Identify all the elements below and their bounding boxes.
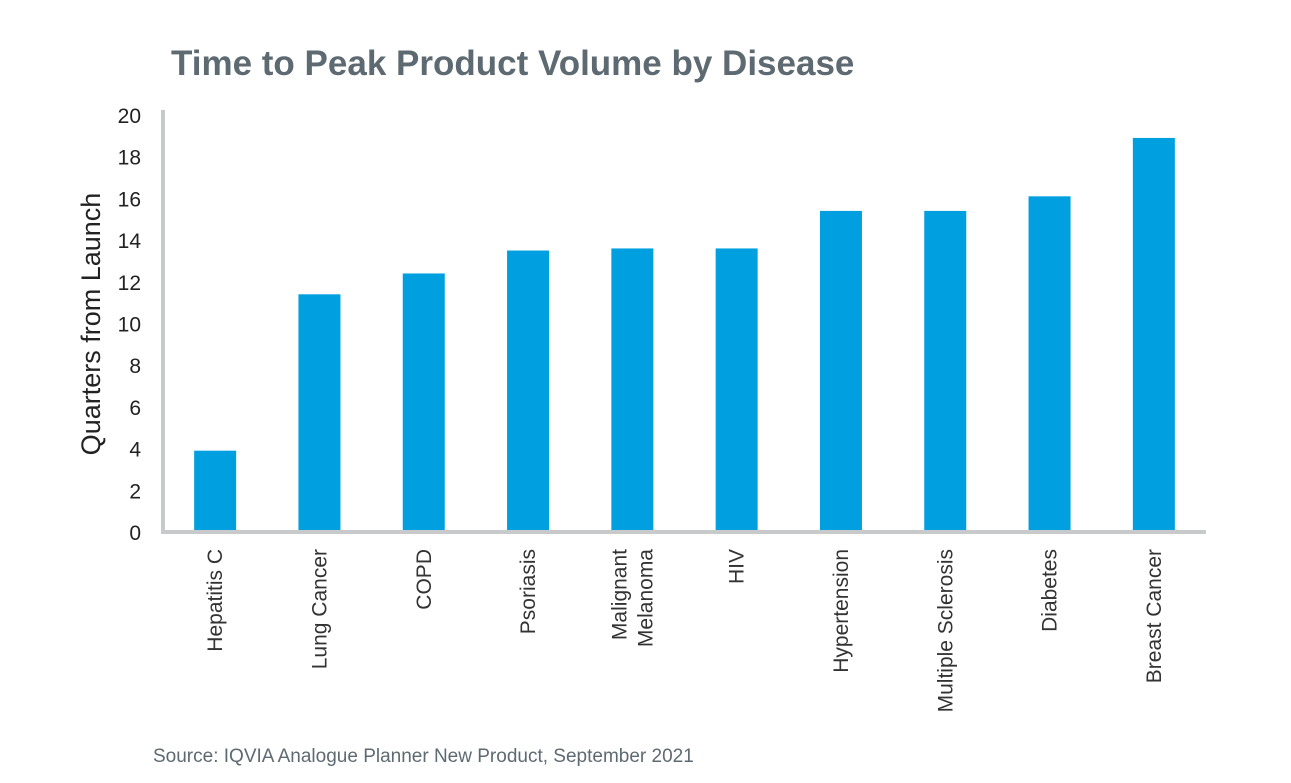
y-tick-label: 2	[129, 480, 141, 503]
y-tick-label: 16	[118, 188, 141, 211]
chart-title: Time to Peak Product Volume by Disease	[171, 44, 855, 83]
x-category-label: Lung Cancer	[308, 549, 331, 669]
bars	[194, 137, 1175, 530]
y-tick-label: 8	[129, 355, 141, 378]
x-category-label: Psoriasis	[517, 549, 540, 634]
bar	[819, 210, 862, 530]
bar	[194, 450, 237, 530]
y-tick-label: 10	[118, 314, 141, 337]
x-category-label: Breast Cancer	[1143, 549, 1166, 683]
x-category-label: Malignant Melanoma	[608, 549, 657, 647]
x-category-label: COPD	[413, 549, 436, 610]
y-tick-label: 18	[118, 147, 141, 170]
bar	[1028, 196, 1071, 530]
bar	[402, 273, 445, 530]
y-tick-label: 20	[118, 105, 141, 128]
y-tick-label: 4	[129, 439, 141, 462]
y-axis-title: Quarters from Launch	[76, 193, 106, 456]
bar	[611, 248, 654, 530]
chart-source-note: Source: IQVIA Analogue Planner New Produ…	[153, 746, 694, 767]
x-category-label: Hypertension	[830, 549, 853, 673]
bar	[507, 250, 550, 530]
y-tick-label: 6	[129, 397, 141, 420]
y-tick-label: 0	[129, 522, 141, 545]
bar	[1132, 137, 1175, 530]
y-tick-label: 12	[118, 272, 141, 295]
y-axis-ticks: 0 2 4 6 8 10 12 14 16 18 20	[118, 105, 142, 545]
x-axis-labels: Hepatitis C Lung Cancer COPD Psoriasis Malig…	[204, 549, 1166, 713]
x-category-label: Multiple Sclerosis	[934, 549, 957, 712]
y-tick-label: 14	[118, 230, 142, 253]
x-category-label: Diabetes	[1039, 549, 1062, 632]
bar	[715, 248, 758, 530]
bar	[298, 294, 341, 530]
x-category-label: Hepatitis C	[204, 549, 227, 652]
x-category-label: HIV	[726, 549, 749, 584]
bar	[924, 210, 967, 530]
